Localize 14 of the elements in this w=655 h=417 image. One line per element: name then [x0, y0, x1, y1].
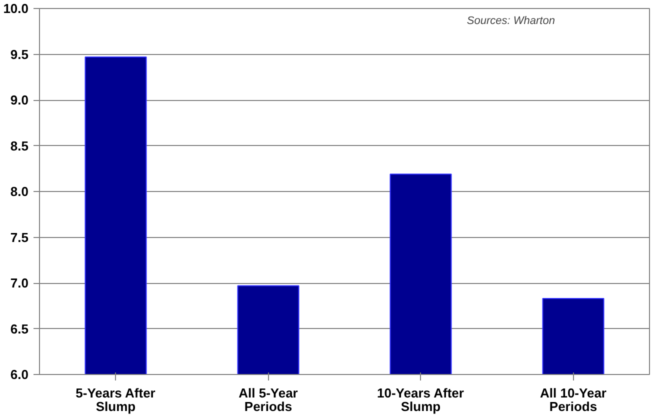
y-tick-label: 8.0: [10, 184, 29, 199]
x-tick-label: All 5-Year Periods: [238, 386, 298, 414]
y-tick-label: 6.0: [10, 367, 29, 382]
y-tick-label: 6.5: [10, 321, 29, 336]
x-tick-label: All 10-Year Periods: [540, 386, 607, 414]
y-tick-label: 7.0: [10, 276, 29, 290]
x-tick-label: 10-Years After Slump: [377, 386, 464, 414]
y-tick-label: 9.5: [10, 46, 29, 62]
x-tick-label: 5-Years After Slump: [76, 386, 156, 414]
y-tick-label: 8.5: [10, 138, 29, 154]
y-tick-label: 10.0: [3, 1, 29, 16]
annotation: Sources: Wharton: [466, 14, 555, 27]
y-tick-label: 7.5: [10, 230, 29, 245]
y-tick-label: 9.0: [10, 92, 29, 108]
